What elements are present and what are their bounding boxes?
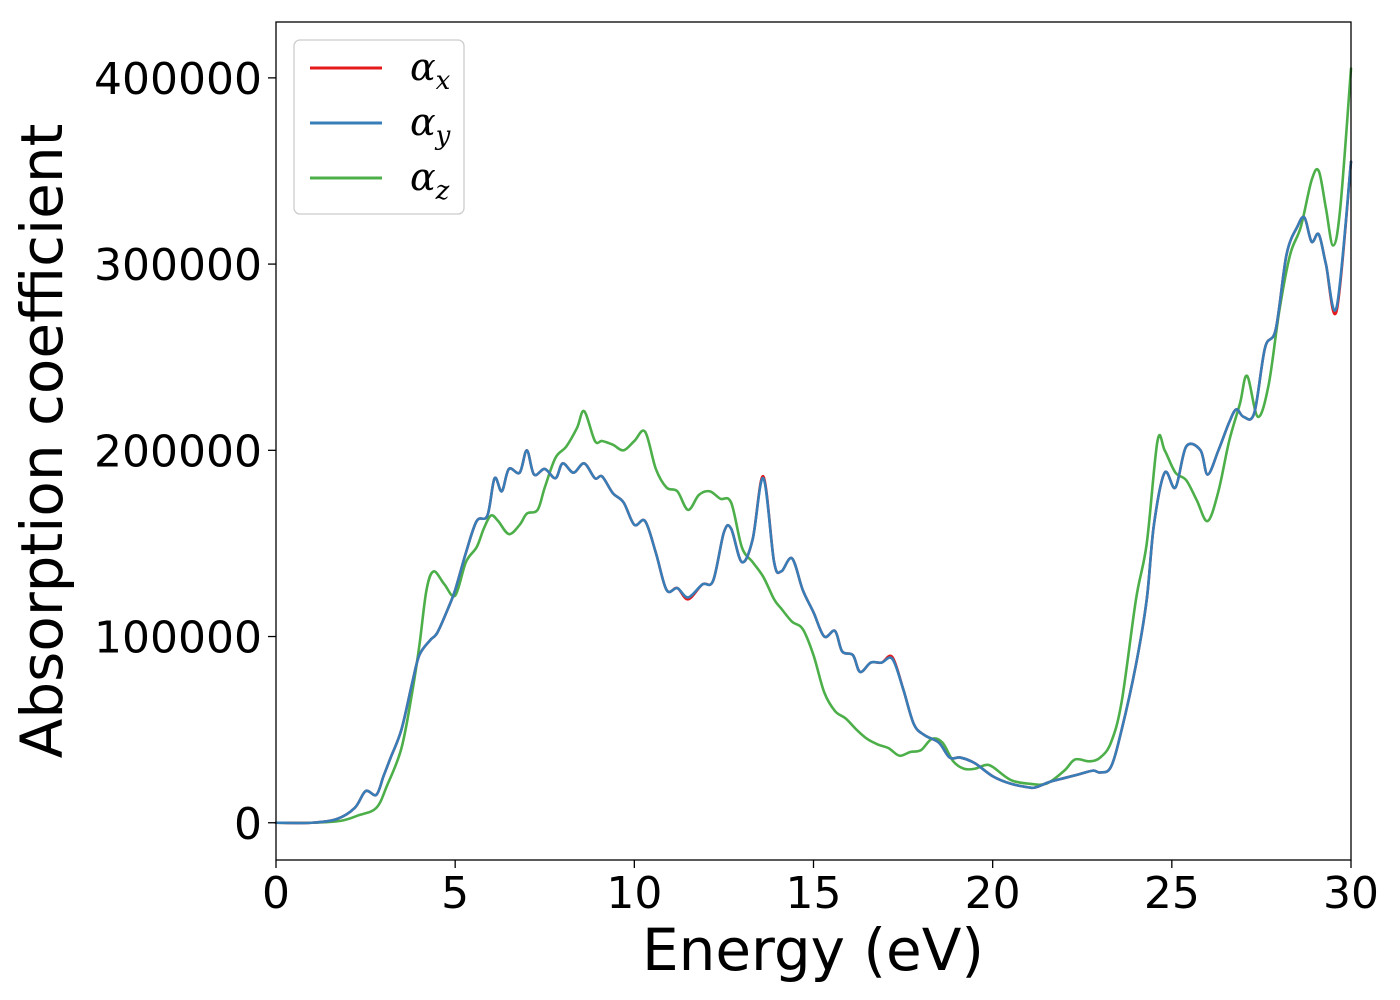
y-tick-label: 300000 [94,240,262,291]
y-tick-label: 200000 [94,426,262,477]
legend-label-y: αy [410,100,451,151]
y-tick-label: 0 [234,799,262,850]
series-line-z [274,67,1353,825]
y-axis-label: Absorption coefficient [8,124,76,759]
series-line-x [274,160,1353,825]
x-tick-label: 0 [262,868,290,919]
y-tick-label: 100000 [94,613,262,664]
x-tick-label: 10 [606,868,662,919]
x-tick-label: 20 [965,868,1021,919]
series-line-y [274,160,1353,825]
legend-label-z: αz [410,155,450,206]
x-tick-label: 5 [441,868,469,919]
legend-box [293,39,465,215]
x-tick-label: 15 [786,868,842,919]
y-tick-label: 400000 [94,54,262,105]
x-axis-label: Energy (eV) [642,916,984,984]
series-group [274,67,1353,825]
x-tick-label: 30 [1323,868,1379,919]
legend-label-x: αx [410,45,451,96]
y-axis: 0 100000 200000 300000 400000 [94,54,276,850]
x-axis: 0 5 10 15 20 25 30 [262,860,1379,919]
x-tick-label: 25 [1144,868,1200,919]
